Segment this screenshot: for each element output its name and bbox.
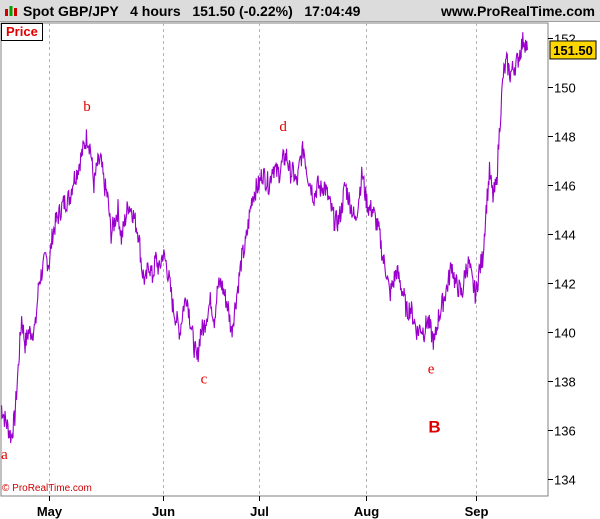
chart-header: Spot GBP/JPY 4 hours 151.50 (-0.22%) 17:… <box>0 0 600 22</box>
x-tick-label: Jun <box>152 504 175 519</box>
y-tick-label: 140 <box>554 326 576 341</box>
y-tick-label: 148 <box>554 130 576 145</box>
y-tick-label: 136 <box>554 424 576 439</box>
wave-label-b: b <box>83 99 91 115</box>
y-tick-label: 146 <box>554 179 576 194</box>
copyright-text: © ProRealTime.com <box>2 483 92 494</box>
y-tick-label: 138 <box>554 375 576 390</box>
site-link[interactable]: www.ProRealTime.com <box>440 3 595 19</box>
y-tick-label: 134 <box>554 473 576 488</box>
plot-area <box>0 22 549 497</box>
wave-label-a: a <box>1 447 8 463</box>
wave-label-B: B <box>428 417 440 436</box>
candlestick-bars-icon <box>5 6 17 16</box>
wave-label-c: c <box>201 371 208 387</box>
x-tick-label: Jul <box>250 504 269 519</box>
y-tick-label: 144 <box>554 228 576 243</box>
x-tick-label: Aug <box>354 504 379 519</box>
last-price-label: 151.50 <box>553 43 593 58</box>
x-tick-label: May <box>37 504 63 519</box>
price-series-line <box>0 32 528 444</box>
wave-label-e: e <box>428 361 435 377</box>
y-tick-label: 142 <box>554 277 576 292</box>
chart-title: Spot GBP/JPY 4 hours 151.50 (-0.22%) 17:… <box>23 3 361 19</box>
y-tick-label: 150 <box>554 81 576 96</box>
x-tick-label: Sep <box>465 504 489 519</box>
wave-label-d: d <box>279 119 287 135</box>
price-panel-label: Price <box>1 23 43 41</box>
last-price-badge <box>549 40 597 60</box>
